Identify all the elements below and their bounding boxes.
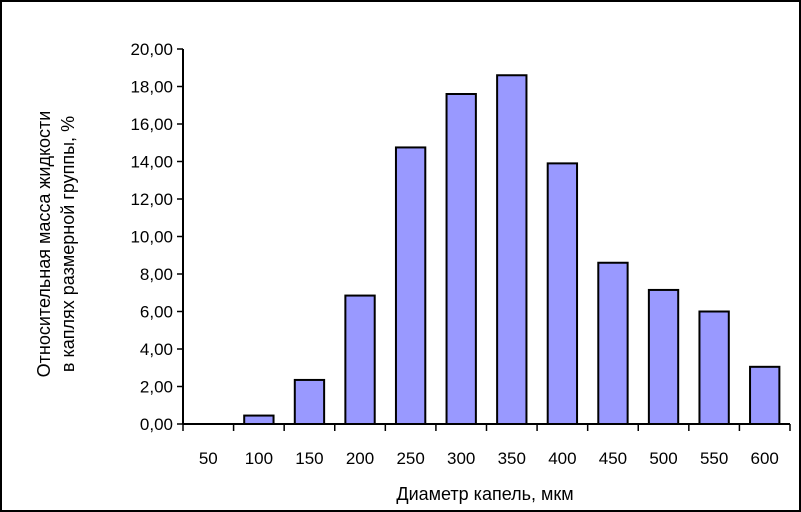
y-axis-title-line-2: в каплях размерной группы, % (58, 116, 78, 372)
bar-500 (647, 288, 680, 425)
y-axis-title-line-1: Относительная масса жидкости (34, 111, 54, 378)
x-tick-label: 550 (700, 449, 728, 468)
y-tick-label: 20,00 (130, 40, 173, 59)
y-tick-label: 8,00 (140, 265, 173, 284)
x-axis-ticks: 50 100 150 200 250 300 350 400 450 500 550 600 (182, 424, 791, 468)
y-axis-ticks: 0,00 2,00 4,00 6,00 8,00 10,00 12,00 14,00 16,00… (130, 40, 183, 434)
x-tick-label: 400 (548, 449, 576, 468)
x-tick-label: 500 (649, 449, 677, 468)
bar-350 (496, 74, 528, 425)
x-tick-label: 100 (245, 449, 273, 468)
bar-200 (344, 294, 376, 425)
x-tick-label: 300 (447, 449, 475, 468)
x-tick-label: 600 (751, 449, 779, 468)
x-tick-label: 350 (498, 449, 526, 468)
y-tick-label: 6,00 (140, 303, 173, 322)
y-tick-label: 14,00 (130, 153, 173, 172)
x-tick-label: 200 (346, 449, 374, 468)
bar-400 (546, 162, 579, 425)
x-tick-label: 50 (199, 449, 218, 468)
bar-450 (597, 261, 629, 425)
x-tick-label: 250 (396, 449, 424, 468)
bar-300 (445, 93, 477, 425)
y-axis-title: Относительная масса жидкости в каплях ра… (34, 111, 78, 378)
bars (193, 74, 781, 425)
x-tick-label: 450 (599, 449, 627, 468)
y-tick-label: 18,00 (130, 78, 173, 97)
bar-600 (749, 365, 781, 425)
y-tick-label: 0,00 (140, 415, 173, 434)
x-axis-title: Диаметр капель, мкм (396, 484, 573, 504)
y-tick-label: 10,00 (130, 228, 173, 247)
bar-100 (243, 414, 275, 425)
bar-250 (394, 146, 427, 425)
bar-550 (698, 310, 730, 425)
y-tick-label: 16,00 (130, 115, 173, 134)
bar-150 (293, 378, 326, 425)
x-tick-label: 150 (295, 449, 323, 468)
y-tick-label: 12,00 (130, 190, 173, 209)
y-tick-label: 2,00 (140, 378, 173, 397)
y-tick-label: 4,00 (140, 340, 173, 359)
